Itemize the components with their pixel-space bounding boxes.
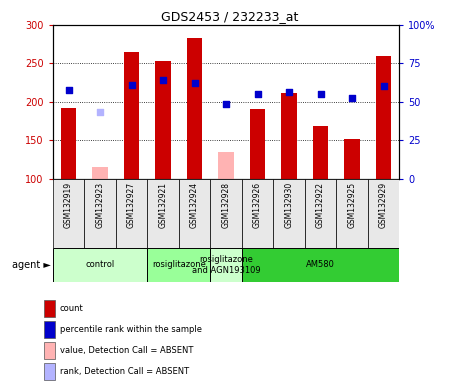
Text: rosiglitazone: rosiglitazone — [152, 260, 206, 270]
Text: rosiglitazone
and AGN193109: rosiglitazone and AGN193109 — [192, 255, 260, 275]
Text: GSM132926: GSM132926 — [253, 182, 262, 228]
Point — [128, 82, 135, 88]
Text: percentile rank within the sample: percentile rank within the sample — [60, 325, 202, 334]
Text: GSM132929: GSM132929 — [379, 182, 388, 228]
Bar — [313, 126, 329, 179]
Point — [348, 95, 356, 101]
Bar — [344, 139, 360, 179]
Text: GSM132925: GSM132925 — [347, 182, 357, 228]
Point — [317, 91, 324, 97]
Point — [96, 109, 104, 115]
Text: value, Detection Call = ABSENT: value, Detection Call = ABSENT — [60, 346, 193, 355]
Text: GSM132921: GSM132921 — [158, 182, 168, 228]
Bar — [155, 61, 171, 179]
Text: AM580: AM580 — [306, 260, 335, 270]
Bar — [242, 179, 273, 248]
Bar — [218, 152, 234, 179]
Point — [65, 87, 72, 93]
Point — [380, 83, 387, 89]
Text: GSM132927: GSM132927 — [127, 182, 136, 228]
Text: GSM132928: GSM132928 — [222, 182, 230, 228]
Text: control: control — [85, 260, 115, 270]
Bar — [53, 179, 84, 248]
Bar — [53, 248, 147, 282]
Bar — [250, 109, 265, 179]
Bar — [376, 56, 392, 179]
Bar — [210, 179, 242, 248]
Text: rank, Detection Call = ABSENT: rank, Detection Call = ABSENT — [60, 367, 189, 376]
Bar — [147, 179, 179, 248]
Text: count: count — [60, 304, 84, 313]
Text: GSM132922: GSM132922 — [316, 182, 325, 228]
Bar — [116, 179, 147, 248]
Bar — [273, 179, 305, 248]
Bar — [305, 179, 336, 248]
Point — [254, 91, 261, 97]
Text: GSM132924: GSM132924 — [190, 182, 199, 228]
Text: agent ►: agent ► — [11, 260, 50, 270]
Text: GSM132930: GSM132930 — [285, 182, 294, 228]
Text: GSM132919: GSM132919 — [64, 182, 73, 228]
Bar — [281, 93, 297, 179]
Text: GSM132923: GSM132923 — [95, 182, 105, 228]
Bar — [92, 167, 108, 179]
Bar — [179, 179, 210, 248]
Point — [223, 101, 230, 107]
Bar — [123, 52, 140, 179]
Bar — [242, 248, 399, 282]
Point — [159, 77, 167, 83]
Bar — [210, 248, 242, 282]
Point — [191, 79, 198, 86]
Point — [285, 89, 293, 95]
Bar — [368, 179, 399, 248]
Bar — [336, 179, 368, 248]
Bar — [84, 179, 116, 248]
Bar — [187, 38, 202, 179]
Text: GDS2453 / 232233_at: GDS2453 / 232233_at — [161, 10, 298, 23]
Bar — [147, 248, 210, 282]
Bar — [61, 108, 76, 179]
